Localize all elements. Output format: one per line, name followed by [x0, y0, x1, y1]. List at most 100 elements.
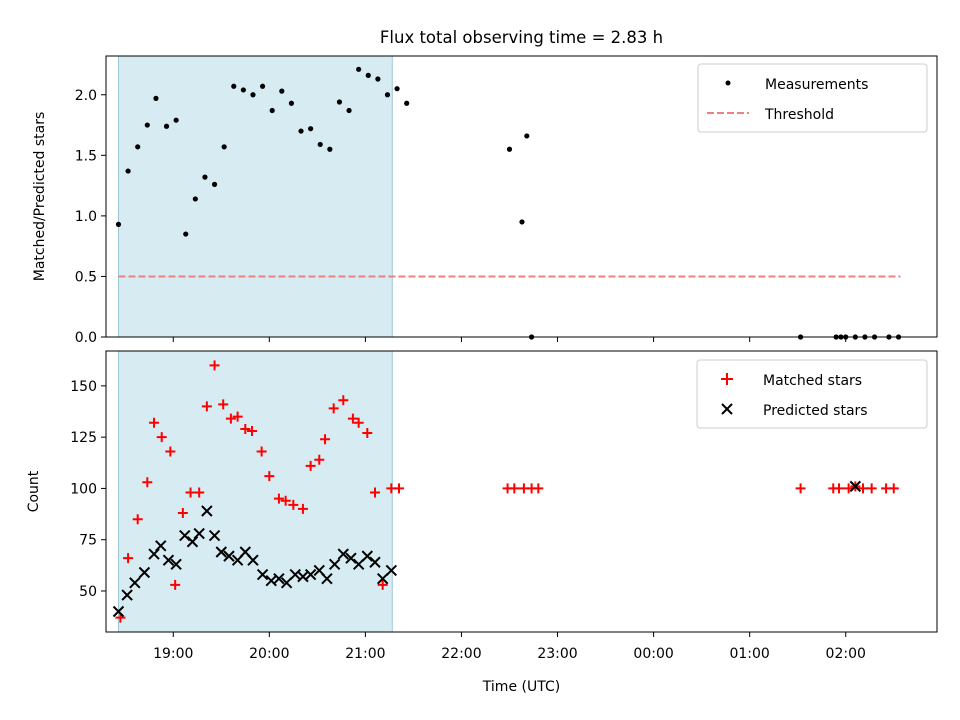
y-tick-label: 1.0 [75, 209, 97, 225]
matched-star-point [123, 553, 134, 564]
measurement-point [524, 133, 530, 139]
predicted-star-point [121, 589, 133, 601]
matched-star-point [305, 460, 316, 471]
chart-title: Flux total observing time = 2.83 h [380, 28, 663, 47]
top-plot-frame [105, 55, 938, 338]
matched-legend-marker [721, 373, 733, 385]
measurement-point [144, 122, 150, 128]
top-y-axis: 0.0 0.5 1.0 1.5 2.0 [75, 88, 106, 346]
matched-star-point [297, 503, 308, 514]
matched-star-point [170, 579, 181, 590]
y-tick-label: 50 [79, 584, 97, 600]
predicted-star-point [162, 554, 175, 566]
y-tick-label: 75 [79, 533, 97, 549]
matched-star-point [240, 423, 251, 434]
predicted-star-point [112, 605, 125, 618]
x-tick-label: 01:00 [729, 646, 769, 662]
predicted-star-point [247, 554, 259, 566]
observing-window-span-bottom [117, 350, 393, 633]
y-tick-label: 2.0 [75, 88, 97, 104]
measurements-legend-marker [725, 80, 731, 86]
measurement-point [279, 88, 285, 94]
predicted-star-point [215, 546, 227, 558]
measurement-point [250, 92, 256, 98]
predicted-star-point [273, 572, 285, 585]
matched-star-point [232, 411, 243, 422]
legend-measurements-label: Measurements [765, 77, 868, 93]
matched-star-point [165, 446, 176, 457]
matched-star-point [362, 428, 373, 439]
measurement-point [346, 107, 352, 114]
matched-star-point [328, 403, 339, 414]
measurement-point [356, 66, 362, 72]
predicted-star-point [138, 566, 151, 579]
matched-star-point [185, 487, 196, 498]
matched-star-point [509, 483, 520, 494]
count-series [112, 360, 899, 623]
measurement-point [269, 107, 275, 114]
predicted-star-point [170, 558, 182, 571]
bottom-x-axis: 19:00 20:00 21:00 22:00 23:00 00:00 01:00 02:00 [153, 632, 866, 662]
predicted-star-point [208, 529, 221, 542]
measurements-series [115, 66, 902, 340]
measurement-point [308, 126, 314, 132]
bottom-subplot: 50 75 100 125 150 19:00 20:00 21:00 22:00 23:00 0… [26, 350, 938, 695]
measurement-point [153, 95, 159, 101]
matched-star-point [369, 487, 380, 498]
predicted-star-point [193, 527, 205, 540]
measurement-point [519, 219, 525, 225]
matched-star-point [858, 483, 869, 494]
matched-star-point [347, 413, 358, 424]
measurement-point [288, 100, 295, 106]
matched-star-point [795, 483, 806, 494]
legend-matched-label: Matched stars [763, 373, 862, 389]
matched-star-point [288, 499, 299, 510]
measurement-point [163, 123, 170, 129]
predicted-star-point [376, 572, 389, 585]
predicted-star-point [186, 536, 199, 548]
measurement-point [404, 100, 410, 106]
y-tick-label: 0.5 [75, 269, 97, 285]
measurement-point [394, 86, 400, 92]
predicted-star-point [155, 540, 167, 552]
legend-predicted-label: Predicted stars [763, 403, 868, 419]
matched-star-point [273, 493, 284, 504]
bottom-y-axis: 50 75 100 125 150 [70, 379, 106, 600]
measurement-point [202, 174, 208, 180]
bottom-legend: Matched stars Predicted stars [696, 359, 928, 429]
predicted-star-point [256, 568, 269, 581]
predicted-legend-marker [721, 403, 733, 415]
predicted-star-point [201, 505, 213, 517]
matched-star-point [201, 401, 212, 412]
matched-star-point [218, 399, 229, 410]
matched-star-point [533, 483, 544, 494]
measurement-point [327, 146, 333, 152]
bottom-y-axis-label: Count [26, 470, 42, 512]
measurement-point [135, 144, 141, 150]
measurement-point [298, 128, 304, 134]
matched-star-point [132, 514, 143, 525]
measurement-point [384, 92, 391, 98]
x-tick-label: 22:00 [441, 646, 481, 662]
top-subplot: 0.0 0.5 1.0 1.5 2.0 Flux total observing tim… [32, 28, 938, 346]
measurement-point [317, 141, 323, 148]
measurement-point [192, 196, 198, 202]
top-x-ticks [172, 337, 847, 342]
predicted-star-point [179, 529, 191, 542]
observing-window-span [117, 55, 393, 338]
predicted-star-point [280, 577, 293, 589]
y-tick-label: 150 [70, 379, 97, 395]
bottom-legend-box [696, 359, 928, 429]
predicted-star-point [849, 480, 862, 493]
matched-star-point [142, 477, 153, 488]
matched-star-point [209, 360, 220, 371]
x-tick-label: 20:00 [249, 646, 289, 662]
x-tick-label: 02:00 [826, 646, 866, 662]
measurement-point [173, 117, 179, 123]
measurement-point [125, 168, 131, 174]
measurement-point [231, 83, 237, 89]
predicted-star-point [337, 548, 349, 560]
matched-star-point [866, 483, 877, 494]
x-tick-label: 00:00 [633, 646, 673, 662]
y-tick-label: 100 [70, 481, 97, 497]
